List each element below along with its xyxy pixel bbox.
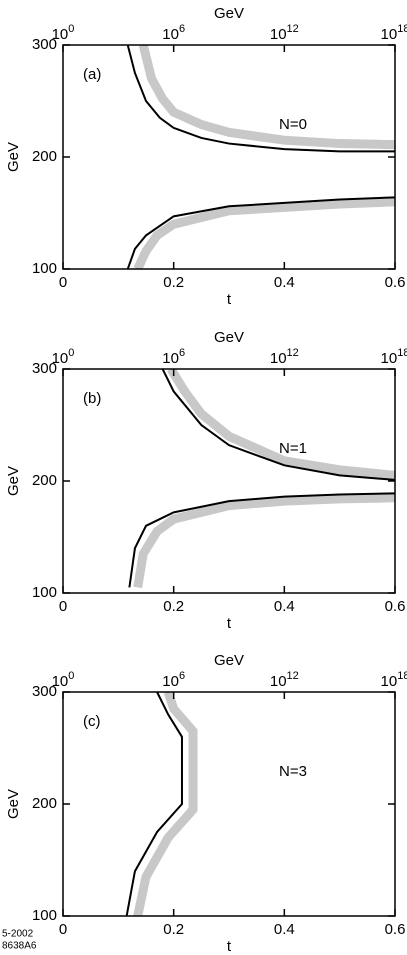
x2-axis-title: GeV [214,652,244,669]
curve [167,369,395,480]
curve [161,369,395,481]
x2-tick-label: 1018 [381,23,407,43]
plot-frame [62,368,396,594]
curve [126,45,395,153]
panel-label: (c) [83,713,101,730]
plot-frame [62,44,396,270]
x2-tick-label: 100 [52,670,75,690]
curve [133,197,395,269]
annotation: N=1 [279,440,307,457]
y-axis-title: GeV [5,466,22,496]
y-tick-label: 200 [32,148,57,165]
curve [128,492,395,588]
x2-axis-title: GeV [214,5,244,22]
footer-date: 5-2002 [2,929,34,940]
x-tick-label: 0.4 [274,274,295,291]
annotation: N=0 [279,116,307,133]
y-tick-label: 100 [32,584,57,601]
y-axis-title: GeV [5,789,22,819]
x-tick-label: 0 [59,598,67,615]
x-tick-label: 0.2 [163,921,184,938]
x2-tick-label: 106 [162,23,185,43]
y-tick-label: 300 [32,683,57,700]
x2-tick-label: 1018 [381,347,407,367]
x-tick-label: 0.6 [385,598,406,615]
y-tick-label: 200 [32,795,57,812]
y-tick-label: 100 [32,260,57,277]
x2-tick-label: 1012 [270,23,299,43]
annotation: N=3 [279,763,307,780]
footer-code: 8638A6 [2,941,37,952]
x2-tick-label: 106 [162,670,185,690]
x2-tick-label: 1012 [270,670,299,690]
x-tick-label: 0.4 [274,598,295,615]
x2-tick-label: 1012 [270,347,299,367]
x-axis-title: t [227,615,232,632]
x2-tick-label: 1018 [381,670,407,690]
curve [125,692,183,916]
x-axis-title: t [227,291,232,308]
curve [138,45,395,150]
plot-frame [62,691,396,917]
y-axis-title: GeV [5,142,22,172]
x-axis-title: t [227,938,232,955]
panel-label: (a) [83,66,101,83]
y-tick-label: 100 [32,907,57,924]
curve [133,692,198,916]
x-tick-label: 0 [59,921,67,938]
curve [126,196,395,269]
y-tick-label: 300 [32,360,57,377]
x2-tick-label: 100 [52,23,75,43]
x-tick-label: 0.2 [163,598,184,615]
y-tick-label: 200 [32,472,57,489]
x-tick-label: 0 [59,274,67,291]
x-tick-label: 0.2 [163,274,184,291]
x-tick-label: 0.4 [274,921,295,938]
panel-label: (b) [83,390,101,407]
x2-axis-title: GeV [214,329,244,346]
x-tick-label: 0.6 [385,921,406,938]
x2-tick-label: 100 [52,347,75,367]
x-tick-label: 0.6 [385,274,406,291]
curve [133,493,395,589]
y-tick-label: 300 [32,36,57,53]
x2-tick-label: 106 [162,347,185,367]
